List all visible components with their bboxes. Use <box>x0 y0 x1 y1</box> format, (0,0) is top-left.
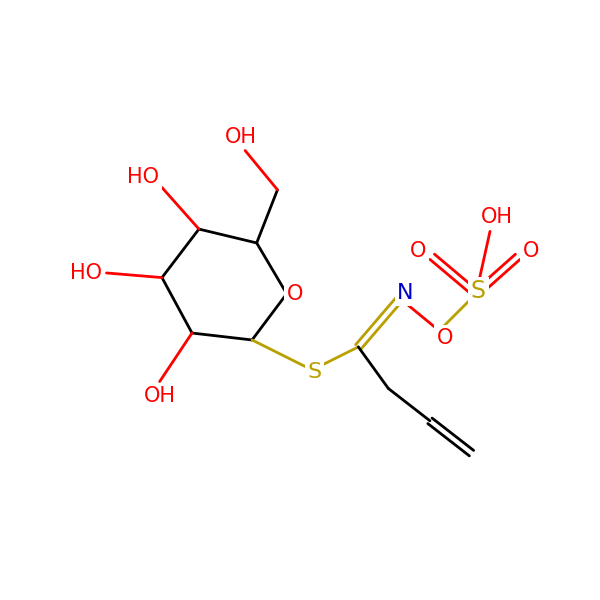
Text: HO: HO <box>70 263 102 283</box>
Text: O: O <box>410 241 427 261</box>
Text: OH: OH <box>143 386 176 406</box>
Text: HO: HO <box>127 167 160 187</box>
Text: S: S <box>471 280 486 304</box>
Text: S: S <box>307 362 322 382</box>
Text: N: N <box>397 283 413 303</box>
Text: O: O <box>437 328 453 347</box>
Text: O: O <box>523 241 539 261</box>
Text: OH: OH <box>224 127 257 146</box>
Text: O: O <box>287 284 303 304</box>
Text: OH: OH <box>481 206 513 227</box>
